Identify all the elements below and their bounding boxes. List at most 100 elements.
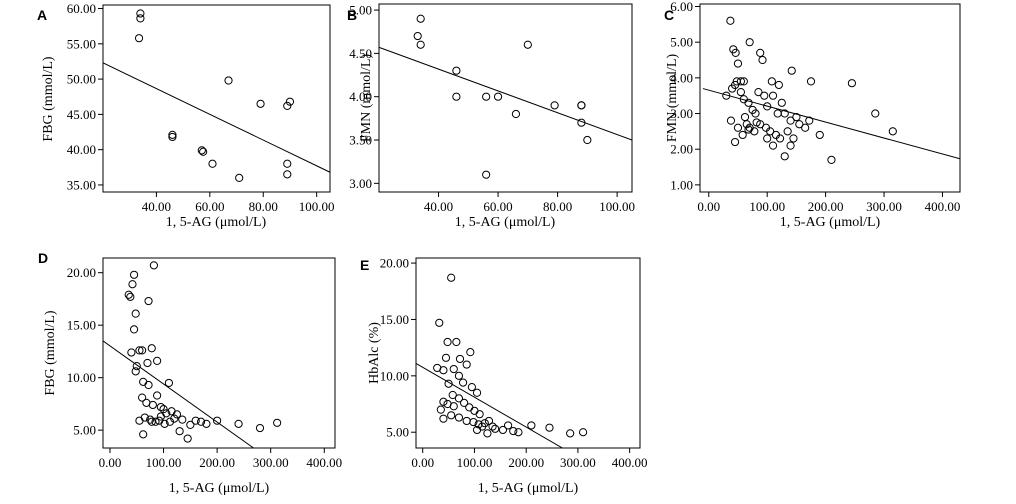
- x-tick-label: 0.00: [697, 199, 720, 214]
- data-point: [577, 118, 586, 127]
- data-point: [470, 406, 479, 415]
- data-point: [449, 364, 458, 374]
- plot-frame-d: [102, 257, 336, 449]
- x-tick-label: 200.00: [199, 455, 235, 470]
- data-point: [462, 360, 471, 369]
- data-point: [733, 123, 743, 132]
- data-point: [756, 48, 765, 57]
- panel-label-d: D: [38, 250, 48, 266]
- data-point: [768, 141, 778, 150]
- data-point: [199, 147, 208, 156]
- data-point: [578, 428, 588, 437]
- data-point: [577, 101, 586, 110]
- panel-d: D 0.00 100.00 200.00 300.00 400.00 5.00 10.00 15…: [38, 250, 342, 496]
- y-tick-label: 3.00: [670, 106, 693, 121]
- data-point: [435, 318, 444, 327]
- data-point: [801, 123, 810, 132]
- data-point: [484, 416, 494, 426]
- data-point: [162, 409, 171, 418]
- data-point: [768, 91, 778, 100]
- data-point: [871, 109, 880, 118]
- data-point: [283, 159, 292, 168]
- data-point: [134, 34, 144, 43]
- data-point: [491, 424, 500, 433]
- data-point: [449, 402, 458, 411]
- data-point: [452, 66, 461, 75]
- panel-a: A 40.00 60.00 80.00 100.00 35.00 40.00 45.00 50.…: [37, 1, 335, 230]
- data-point: [129, 270, 139, 279]
- data-point: [168, 132, 177, 142]
- data-point: [131, 367, 140, 376]
- data-point: [153, 356, 162, 365]
- x-tick-label: 60.00: [195, 199, 224, 214]
- data-point: [455, 354, 465, 364]
- data-point: [469, 417, 478, 427]
- plot-frame-a: [102, 4, 331, 193]
- data-point: [766, 127, 775, 136]
- data-point: [151, 417, 160, 426]
- panel-label-b: B: [347, 7, 357, 23]
- y-axis-label-e: HbAlc (%): [367, 322, 382, 384]
- data-point: [139, 430, 148, 439]
- data-point: [283, 170, 292, 179]
- data-point: [758, 55, 767, 65]
- data-point: [439, 397, 448, 406]
- y-tick-label: 4.00: [670, 70, 693, 85]
- data-point: [789, 134, 798, 143]
- data-point: [760, 91, 769, 100]
- data-point: [733, 59, 743, 68]
- data-point: [509, 426, 518, 436]
- data-point: [763, 102, 772, 111]
- x-tick-label: 0.00: [411, 455, 434, 470]
- data-point: [444, 379, 453, 388]
- data-point: [191, 416, 200, 425]
- data-point: [523, 40, 532, 49]
- regression-line-c: [702, 88, 960, 160]
- x-axis-label-b: 1, 5-AG (μmol/L): [455, 215, 556, 230]
- y-tick-label: 20.00: [380, 256, 409, 271]
- data-point: [196, 417, 206, 426]
- y-tick-label: 4.00: [349, 89, 372, 104]
- data-point: [786, 141, 795, 150]
- data-point: [472, 388, 482, 397]
- x-tick-label: 300.00: [560, 455, 596, 470]
- data-point: [545, 423, 554, 432]
- y-tick-label: 40.00: [67, 142, 96, 157]
- data-point: [447, 411, 456, 420]
- data-point: [156, 402, 165, 412]
- data-point: [827, 155, 836, 164]
- y-tick-label: 45.00: [67, 107, 96, 122]
- panel-label-e: E: [360, 257, 369, 273]
- y-axis-label-b: FMN (mmol/L): [359, 54, 374, 143]
- x-axis-label-e: 1, 5-AG (μmol/L): [478, 481, 579, 496]
- data-point: [234, 419, 243, 428]
- x-tick-label: 0.00: [99, 455, 122, 470]
- data-point: [273, 418, 282, 427]
- data-point: [147, 344, 156, 353]
- data-point: [255, 423, 265, 433]
- data-point: [482, 92, 491, 101]
- data-point: [153, 391, 162, 400]
- data-point: [283, 101, 292, 111]
- data-point: [744, 125, 753, 134]
- data-point: [739, 77, 748, 86]
- data-point: [224, 76, 233, 85]
- data-point: [736, 88, 745, 97]
- data-point: [806, 77, 816, 86]
- data-point: [416, 40, 425, 49]
- x-tick-label: 300.00: [253, 455, 289, 470]
- data-point: [129, 325, 139, 334]
- data-point: [498, 425, 508, 435]
- y-tick-label: 15.00: [380, 312, 409, 327]
- data-point: [148, 400, 157, 410]
- data-point: [726, 116, 736, 125]
- data-point: [566, 429, 575, 438]
- data-point: [775, 134, 785, 143]
- data-point: [750, 127, 759, 136]
- x-axis-label-a: 1, 5-AG (μmol/L): [166, 215, 267, 230]
- data-point: [527, 421, 536, 430]
- y-tick-label: 5.00: [349, 3, 372, 18]
- y-tick-label: 2.00: [670, 142, 693, 157]
- data-point: [160, 419, 169, 428]
